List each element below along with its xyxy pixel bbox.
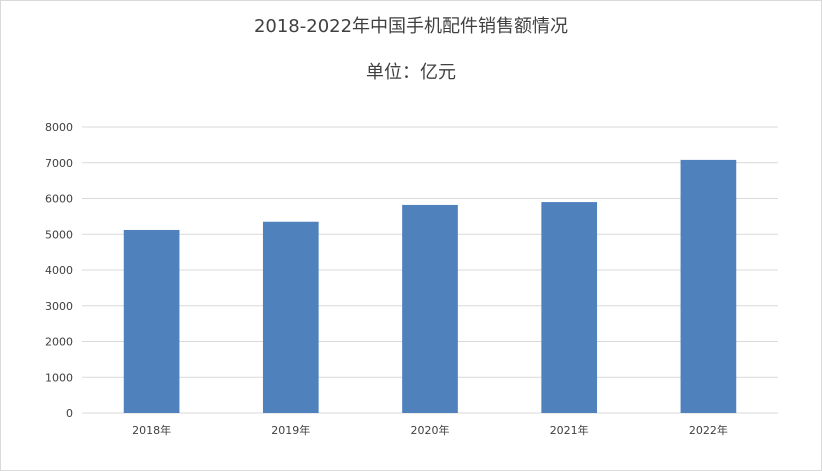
chart-subtitle: 单位：亿元: [366, 62, 456, 83]
y-tick-label: 8000: [45, 121, 73, 134]
y-tick-label: 5000: [45, 228, 73, 241]
y-tick-label: 6000: [45, 193, 73, 206]
y-tick-label: 0: [66, 407, 73, 420]
y-tick-label: 2000: [45, 336, 73, 349]
bar-2022年: [680, 159, 737, 413]
x-tick-label: 2022年: [689, 423, 728, 437]
chart-title: 2018-2022年中国手机配件销售额情况: [253, 16, 569, 37]
bars: [123, 159, 737, 413]
x-axis-ticks: 2018年 2019年 2020年 2021年 2022年: [132, 423, 728, 437]
x-tick-label: 2020年: [411, 423, 450, 437]
x-tick-label: 2019年: [271, 423, 310, 437]
bar-2018年: [123, 229, 180, 413]
x-tick-label: 2018年: [132, 423, 171, 437]
y-tick-label: 3000: [45, 300, 73, 313]
y-axis-ticks: 0 1000 2000 3000 4000 5000 6000 7000 8000: [45, 121, 73, 420]
bar-2020年: [402, 204, 458, 413]
bar-2019年: [262, 221, 319, 413]
bar-2021年: [541, 202, 598, 413]
y-tick-label: 1000: [45, 371, 73, 384]
y-tick-label: 4000: [45, 264, 73, 277]
y-tick-label: 7000: [45, 157, 73, 170]
x-tick-label: 2021年: [550, 423, 589, 437]
